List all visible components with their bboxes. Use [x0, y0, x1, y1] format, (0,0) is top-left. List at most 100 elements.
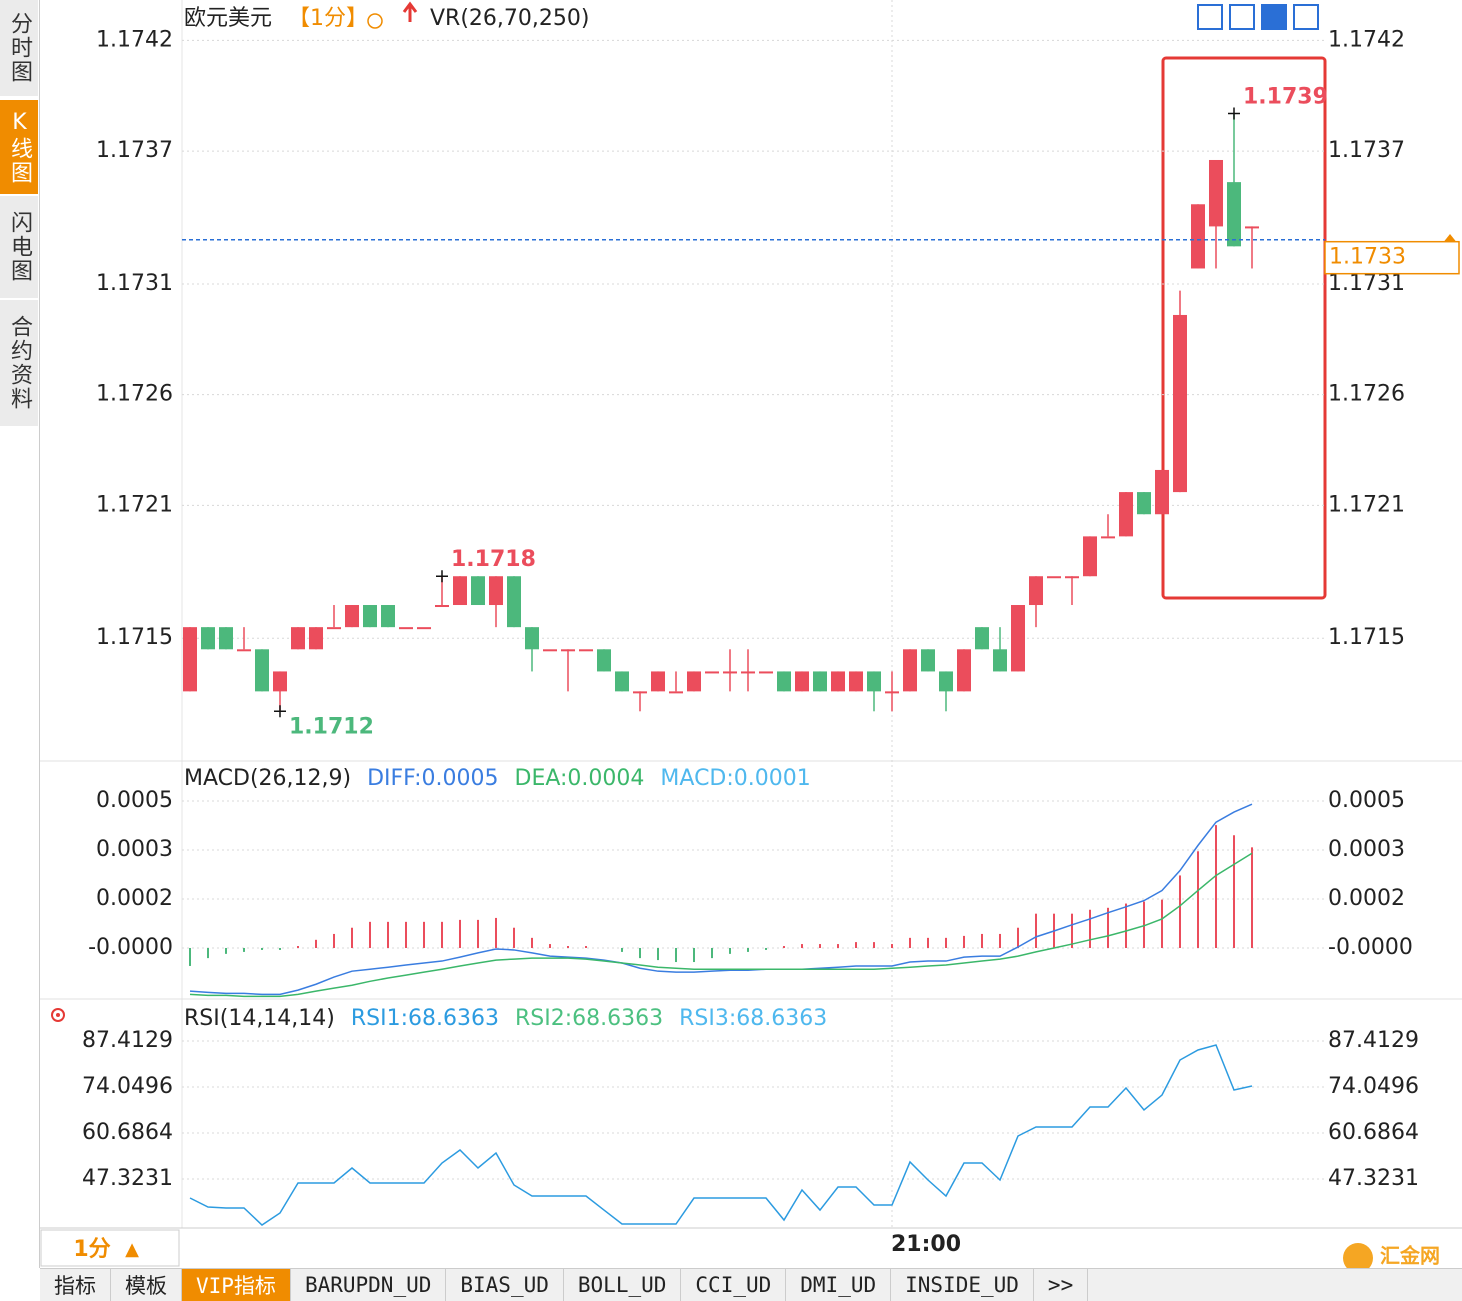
indicator-title: MACD(26,12,9) [184, 766, 351, 791]
y-tick-label-right: 1.1742 [1328, 27, 1405, 52]
indicator-line [189, 852, 1253, 998]
candle-body [723, 671, 737, 674]
extreme-marker [1228, 107, 1240, 120]
macd-bar [909, 937, 911, 948]
candle-body [795, 671, 809, 692]
period[interactable]: 1分 [73, 1237, 110, 1262]
y-tick-label-right: 1.1737 [1328, 138, 1405, 163]
period-box[interactable] [40, 1229, 180, 1267]
legend-entry: RSI1:68.6363 [351, 1006, 499, 1031]
candle-body [363, 605, 377, 628]
bottom-tab[interactable]: VIP指标 [182, 1269, 291, 1301]
macd-bar [1179, 875, 1181, 948]
macd-bar [747, 947, 749, 952]
candle-body [579, 649, 593, 652]
y-tick-label: 1.1726 [96, 382, 173, 407]
bottom-tab[interactable]: CCI_UD [681, 1269, 787, 1301]
toolbar-icons [1197, 4, 1319, 30]
sidebar-tab[interactable]: 分时图 [0, 0, 38, 98]
macd-bar [423, 921, 425, 948]
candle-body [921, 649, 935, 672]
macd-bar [963, 935, 965, 948]
bottom-tab[interactable]: >> [1034, 1269, 1089, 1301]
macd-bar [441, 921, 443, 948]
macd-bar [657, 947, 659, 961]
macd-bar [225, 947, 227, 954]
legend-entry: RSI3:68.6363 [679, 1006, 827, 1031]
candle-body [741, 671, 755, 674]
macd-bar [585, 946, 587, 948]
y-tick-label: 60.6864 [82, 1120, 173, 1145]
y-tick-label-right: 0.0005 [1328, 788, 1405, 813]
macd-bar [1017, 927, 1019, 948]
extreme-marker [436, 570, 448, 583]
macd-bar [801, 944, 803, 948]
extreme-label: 1.1712 [289, 714, 374, 739]
candle-body [201, 627, 215, 650]
candle-body [939, 671, 953, 692]
y-tick-label: 87.4129 [82, 1028, 173, 1053]
macd-bar [1035, 913, 1037, 948]
symbol-title: 欧元美元 [184, 6, 272, 31]
sidebar-tab[interactable]: K线图 [0, 100, 38, 196]
bottom-tab[interactable]: 指标 [40, 1269, 111, 1301]
bottom-tab[interactable]: BIAS_UD [446, 1269, 564, 1301]
candle-body [1209, 159, 1223, 227]
y-tick-label: 1.1731 [96, 271, 173, 296]
bottom-tab[interactable]: BARUPDN_UD [291, 1269, 447, 1301]
candle-body [867, 671, 881, 692]
macd-bar [999, 933, 1001, 948]
macd-bar [531, 937, 533, 948]
extreme-marker [274, 705, 286, 718]
sidebar-tab[interactable]: 合约资料 [0, 300, 38, 428]
macd-bar [261, 947, 263, 950]
y-tick-label: 0.0002 [96, 886, 173, 911]
y-tick-label: 47.3231 [82, 1166, 173, 1191]
legend-entry: MACD:0.0001 [660, 766, 810, 791]
candle-body [381, 605, 395, 628]
candle-body [399, 627, 413, 630]
indicator-label: VR(26,70,250) [430, 6, 589, 31]
macd-bar [333, 933, 335, 948]
candle-body [1065, 576, 1079, 579]
candle-body [273, 671, 287, 692]
bottom-tab[interactable]: BOLL_UD [564, 1269, 682, 1301]
candle-body [1029, 576, 1043, 606]
bottom-tab[interactable]: 模板 [111, 1269, 182, 1301]
settings-icon [51, 1008, 65, 1022]
candle-body [885, 691, 899, 694]
macd-bar [891, 944, 893, 948]
macd-bar [1197, 851, 1199, 948]
period-arrow[interactable]: ▲ [125, 1239, 139, 1260]
macd-bar [1089, 909, 1091, 948]
candle-body [687, 671, 701, 692]
y-tick-label: 1.1737 [96, 138, 173, 163]
candle-body [417, 627, 431, 630]
macd-bar [351, 927, 353, 948]
candle-body [561, 649, 575, 652]
candle-body [831, 671, 845, 692]
bottom-tab[interactable]: DMI_UD [786, 1269, 892, 1301]
candle-body [1011, 605, 1025, 672]
macd-bar [1251, 847, 1253, 948]
sidebar-tab[interactable]: 闪电图 [0, 196, 38, 300]
candle-body [615, 671, 629, 692]
y-tick-label: 0.0005 [96, 788, 173, 813]
macd-bar [297, 946, 299, 948]
candle-body [651, 671, 665, 692]
candle-body [1137, 492, 1151, 515]
candle-body [1047, 576, 1061, 579]
candle-body [1119, 492, 1133, 537]
macd-bar [981, 933, 983, 948]
macd-bar [639, 947, 641, 959]
candle-body [777, 671, 791, 692]
y-tick-label-right: -0.0000 [1328, 935, 1413, 960]
macd-bar [837, 944, 839, 948]
macd-bar [819, 944, 821, 948]
legend-entry: DIFF:0.0005 [367, 766, 498, 791]
candle-body [957, 649, 971, 692]
candle-body [291, 627, 305, 650]
bottom-tab[interactable]: INSIDE_UD [891, 1269, 1034, 1301]
y-tick-label-right: 1.1726 [1328, 382, 1405, 407]
